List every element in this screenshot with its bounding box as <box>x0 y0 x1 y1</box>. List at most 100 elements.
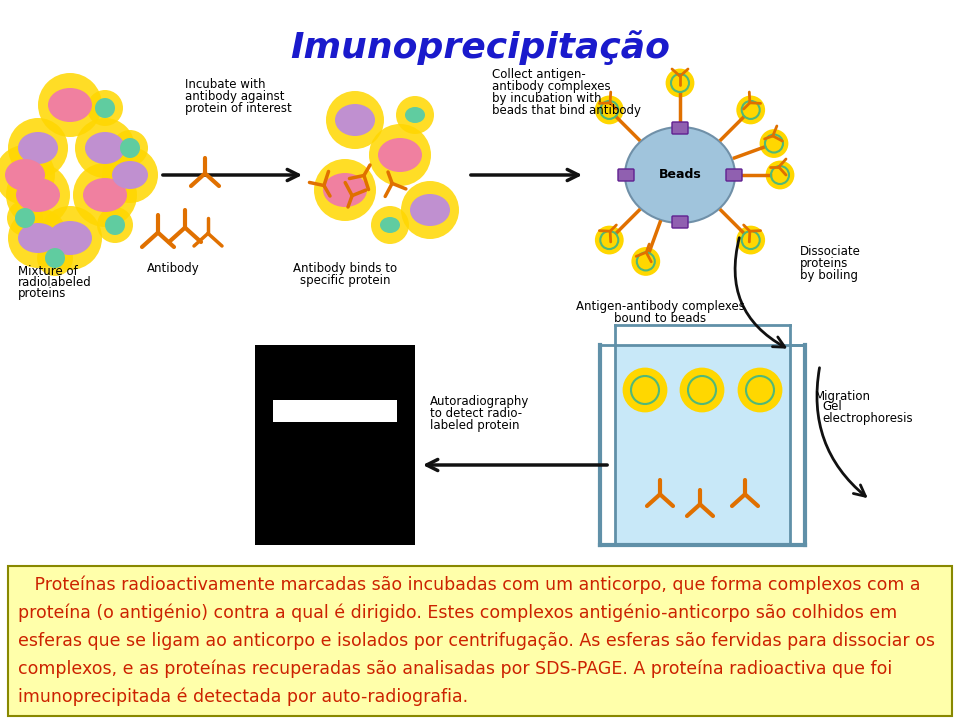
Ellipse shape <box>335 104 375 136</box>
Circle shape <box>759 129 788 158</box>
Ellipse shape <box>83 178 127 212</box>
Ellipse shape <box>48 88 92 122</box>
Ellipse shape <box>18 132 58 164</box>
Text: Antibody: Antibody <box>147 262 200 275</box>
Ellipse shape <box>410 194 450 226</box>
Circle shape <box>595 96 624 125</box>
Circle shape <box>37 240 73 276</box>
Circle shape <box>105 215 125 235</box>
Circle shape <box>87 90 123 126</box>
Ellipse shape <box>18 223 58 253</box>
Circle shape <box>401 181 459 239</box>
FancyBboxPatch shape <box>615 345 790 545</box>
Text: Mixture of: Mixture of <box>18 265 78 278</box>
Circle shape <box>771 166 789 184</box>
Circle shape <box>742 101 759 119</box>
Text: imunoprecipitada é detectada por auto-radiografia.: imunoprecipitada é detectada por auto-ra… <box>18 688 468 707</box>
Text: by boiling: by boiling <box>800 269 858 282</box>
Circle shape <box>746 376 774 404</box>
Ellipse shape <box>380 217 400 233</box>
Circle shape <box>636 253 655 271</box>
FancyBboxPatch shape <box>273 400 397 422</box>
Text: bound to beads: bound to beads <box>614 312 706 325</box>
Ellipse shape <box>85 132 125 164</box>
Circle shape <box>396 96 434 134</box>
Circle shape <box>766 161 795 190</box>
Text: antibody complexes: antibody complexes <box>492 80 611 93</box>
Text: proteína (o antigénio) contra a qual é dirigido. Estes complexos antigénio-antic: proteína (o antigénio) contra a qual é d… <box>18 604 898 623</box>
Circle shape <box>8 208 68 268</box>
Circle shape <box>665 69 694 98</box>
FancyBboxPatch shape <box>255 345 415 545</box>
FancyBboxPatch shape <box>618 169 634 181</box>
Circle shape <box>15 208 35 228</box>
Text: Incubate with: Incubate with <box>185 78 266 91</box>
Ellipse shape <box>48 221 92 255</box>
Circle shape <box>623 368 667 413</box>
Ellipse shape <box>16 178 60 212</box>
Circle shape <box>632 247 660 276</box>
Circle shape <box>742 231 759 249</box>
Circle shape <box>75 118 135 178</box>
Circle shape <box>120 138 140 158</box>
Circle shape <box>680 368 725 413</box>
Text: Proteínas radioactivamente marcadas são incubadas com um anticorpo, que forma co: Proteínas radioactivamente marcadas são … <box>18 576 921 594</box>
Text: Collect antigen-: Collect antigen- <box>492 68 586 81</box>
Text: Gel: Gel <box>822 400 842 413</box>
Text: esferas que se ligam ao anticorpo e isolados por centrifugação. As esferas são f: esferas que se ligam ao anticorpo e isol… <box>18 632 935 650</box>
Text: by incubation with: by incubation with <box>492 92 602 105</box>
Ellipse shape <box>625 127 735 223</box>
Circle shape <box>8 118 68 178</box>
Circle shape <box>97 207 133 243</box>
Text: proteins: proteins <box>800 257 849 270</box>
Circle shape <box>369 124 431 186</box>
FancyBboxPatch shape <box>672 122 688 134</box>
Circle shape <box>765 135 783 153</box>
Circle shape <box>314 159 376 221</box>
Text: Imunoprecipitação: Imunoprecipitação <box>290 30 670 65</box>
Text: electrophoresis: electrophoresis <box>822 412 913 425</box>
Circle shape <box>737 368 782 413</box>
Text: Dissociate: Dissociate <box>800 245 861 258</box>
Circle shape <box>38 73 102 137</box>
Circle shape <box>600 231 618 249</box>
Circle shape <box>45 248 65 268</box>
FancyBboxPatch shape <box>726 169 742 181</box>
Circle shape <box>326 91 384 149</box>
Circle shape <box>6 163 70 227</box>
Circle shape <box>73 163 137 227</box>
Ellipse shape <box>5 159 45 191</box>
Ellipse shape <box>323 173 367 207</box>
Circle shape <box>95 98 115 118</box>
Text: radiolabeled: radiolabeled <box>18 276 92 289</box>
Circle shape <box>736 226 765 254</box>
Text: to detect radio-: to detect radio- <box>430 407 522 420</box>
FancyBboxPatch shape <box>8 566 952 716</box>
Text: Antibody binds to: Antibody binds to <box>293 262 397 275</box>
Circle shape <box>38 206 102 270</box>
Circle shape <box>371 206 409 244</box>
Text: specific protein: specific protein <box>300 274 391 287</box>
Text: Autoradiography: Autoradiography <box>430 395 529 408</box>
FancyBboxPatch shape <box>672 216 688 228</box>
Circle shape <box>600 101 618 119</box>
Circle shape <box>671 74 689 92</box>
Text: Antigen-antibody complexes: Antigen-antibody complexes <box>576 300 744 313</box>
Circle shape <box>112 130 148 166</box>
Circle shape <box>631 376 659 404</box>
Circle shape <box>102 147 158 203</box>
Circle shape <box>7 200 43 236</box>
Circle shape <box>688 376 716 404</box>
Text: protein of interest: protein of interest <box>185 102 292 115</box>
Ellipse shape <box>112 161 148 189</box>
Text: complexos, e as proteínas recuperadas são analisadas por SDS-PAGE. A proteína ra: complexos, e as proteínas recuperadas sã… <box>18 660 892 678</box>
Ellipse shape <box>378 138 422 172</box>
Text: Beads: Beads <box>659 169 702 182</box>
Ellipse shape <box>405 107 425 123</box>
Circle shape <box>0 145 55 205</box>
Text: beads that bind antibody: beads that bind antibody <box>492 104 641 117</box>
Text: Migration: Migration <box>815 390 871 403</box>
Circle shape <box>595 226 624 254</box>
Circle shape <box>736 96 765 125</box>
Text: proteins: proteins <box>18 287 66 300</box>
